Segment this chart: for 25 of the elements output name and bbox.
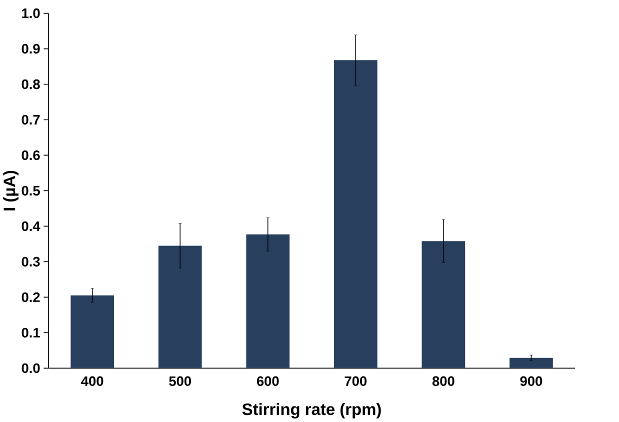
y-axis-title: I (µA): [3, 171, 19, 211]
y-tick-label: 0.7: [22, 115, 40, 125]
y-tick-label: 0.9: [22, 44, 40, 54]
bar: [70, 296, 114, 368]
bar: [158, 246, 202, 368]
x-axis-title: Stirring rate (rpm): [242, 403, 381, 419]
y-tick-label: 0.5: [22, 186, 40, 196]
bar: [510, 358, 553, 368]
y-tick-label: 0.6: [22, 150, 40, 160]
y-tick-label: 0.3: [22, 257, 40, 267]
y-tick-label: 1.0: [22, 8, 40, 18]
y-tick-label: 0.1: [22, 328, 40, 338]
x-tick-label: 800: [432, 376, 454, 386]
y-tick-label: 0.4: [22, 222, 40, 232]
y-tick-label: 0.8: [22, 80, 40, 90]
x-tick-label: 700: [344, 376, 367, 386]
y-tick-label: 0.2: [22, 292, 40, 302]
bar: [246, 234, 290, 368]
x-tick-label: 500: [169, 376, 191, 386]
x-tick-label: 600: [256, 376, 279, 386]
x-tick-label: 900: [520, 376, 542, 386]
y-tick-label: 0.0: [22, 364, 40, 374]
bar: [422, 241, 466, 368]
bar: [334, 60, 378, 368]
x-tick-label: 400: [81, 376, 104, 386]
